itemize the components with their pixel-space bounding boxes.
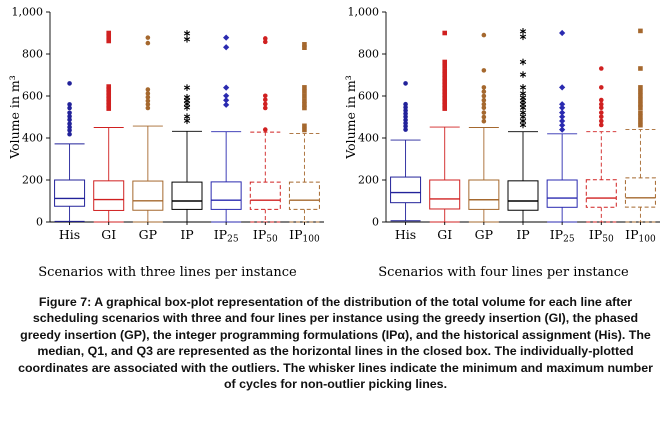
svg-text:Volume in m³: Volume in m³ [343,75,358,160]
svg-text:0: 0 [372,216,379,229]
boxplot-figure-four-lines: 0 200 400 600 800 1,000 Volume in m³ His GI GP IP I… [338,4,670,280]
svg-text:600: 600 [22,90,43,103]
svg-text:800: 800 [22,48,43,61]
boxplot-figure-three-lines: 0 200 400 600 800 1,000 Volume in m³ His GI GP IP I… [2,4,334,280]
svg-text:IP50: IP50 [252,227,277,245]
subplot-caption-three-lines: Scenarios with three lines per instance [38,265,297,280]
charts-row: 0 200 400 600 800 1,000 Volume in m³ His GI GP IP I… [2,4,670,280]
svg-text:GP: GP [138,227,156,242]
svg-text:200: 200 [22,174,43,187]
svg-text:IP25: IP25 [213,227,238,245]
svg-text:His: His [394,227,415,242]
boxplot-svg-four-lines: 0 200 400 600 800 1,000 Volume in m³ His GI GP IP I… [343,6,660,245]
svg-text:IP: IP [516,227,529,242]
svg-text:1,000: 1,000 [11,6,43,19]
svg-text:IP25: IP25 [549,227,574,245]
svg-text:His: His [58,227,79,242]
svg-text:1,000: 1,000 [347,6,379,19]
svg-text:IP100: IP100 [289,227,320,245]
svg-text:800: 800 [358,48,379,61]
svg-text:400: 400 [22,132,43,145]
svg-text:IP: IP [180,227,193,242]
svg-text:IP100: IP100 [625,227,656,245]
svg-text:0: 0 [36,216,43,229]
svg-text:Volume in m³: Volume in m³ [7,75,22,160]
svg-text:400: 400 [358,132,379,145]
svg-text:200: 200 [358,174,379,187]
boxplot-svg-three-lines: 0 200 400 600 800 1,000 Volume in m³ His GI GP IP I… [7,6,324,245]
subplot-caption-four-lines: Scenarios with four lines per instance [378,265,629,280]
svg-text:GI: GI [101,227,116,242]
svg-text:GI: GI [437,227,452,242]
svg-text:600: 600 [358,90,379,103]
svg-text:GP: GP [474,227,492,242]
svg-text:IP50: IP50 [588,227,613,245]
figure-caption: Figure 7: A graphical box-plot represent… [18,295,653,391]
